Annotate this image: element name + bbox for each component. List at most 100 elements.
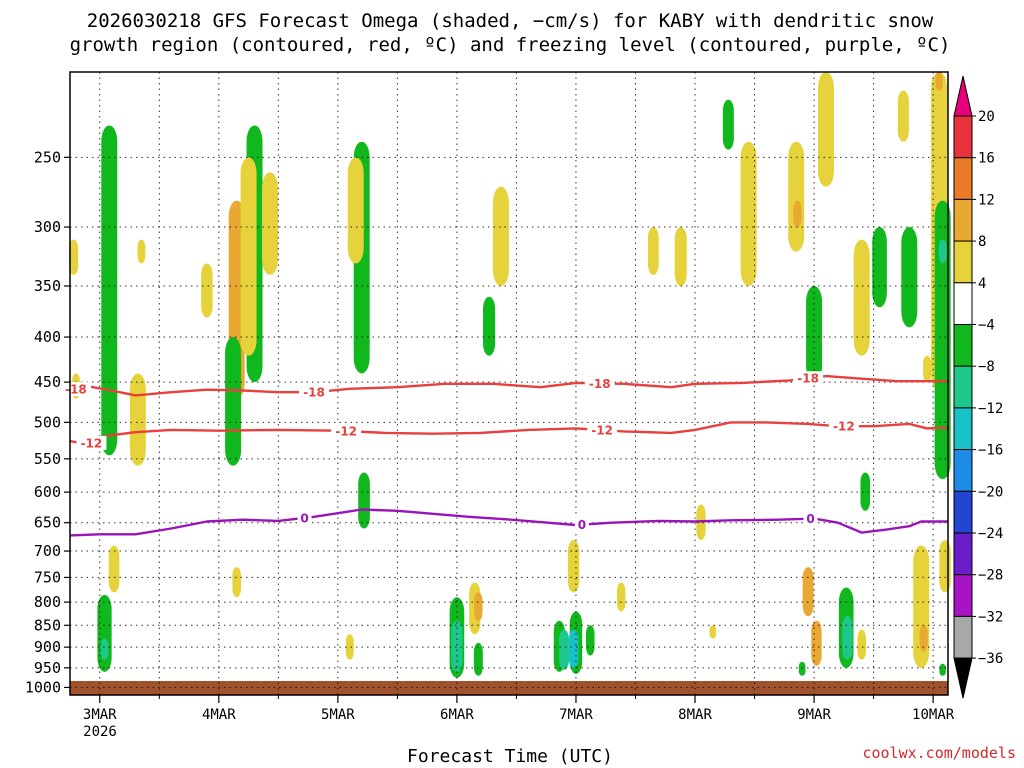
chart-title: 2026030218 GFS Forecast Omega (shaded, −… [70, 10, 951, 56]
temperature-contours: -18 -18 -18 -18 -12 -12 -12 -12 0 0 0 [60, 371, 949, 537]
y-tick-label-400: 400 [34, 328, 61, 346]
omega-feature-10 [225, 337, 242, 466]
colorbar-swatch-3 [953, 240, 973, 284]
omega-feature-53 [897, 90, 909, 142]
colorbar-label-0: 20 [978, 109, 995, 125]
omega-feature-23 [492, 186, 509, 286]
x-tick-label-8MAR: 8MAR [678, 707, 712, 723]
colorbar-swatch-2 [953, 198, 973, 242]
x-tick-label-6MAR: 6MAR [440, 707, 474, 723]
omega-feature-29 [568, 629, 579, 668]
omega-feature-62 [939, 663, 946, 676]
contour-minus18-label-3: -18 [797, 372, 819, 386]
contour-minus12-label-bg-2 [587, 423, 618, 438]
omega-feature-39 [788, 141, 805, 252]
title-line-2: growth region (contoured, red, ºC) and f… [70, 34, 951, 56]
x-tick-label-3MAR: 3MAR [83, 707, 117, 723]
y-tick-label-800: 800 [34, 593, 61, 611]
y-tick-label-600: 600 [34, 483, 61, 501]
omega-feature-48 [853, 239, 870, 356]
omega-feature-47 [842, 616, 853, 660]
contour-minus18-label-bg-1 [299, 385, 330, 400]
contour-freezing-label-2: 0 [806, 512, 814, 526]
omega-feature-60 [938, 239, 947, 264]
omega-feature-2 [101, 125, 118, 456]
y-tick-label-900: 900 [34, 638, 61, 656]
colorbar-swatch-1 [953, 157, 973, 200]
omega-feature-44 [798, 661, 806, 676]
omega-feature-12 [240, 157, 257, 356]
x-axis-year-label: 2026 [83, 724, 117, 740]
omega-feature-13 [262, 172, 279, 275]
x-tick-label-5MAR: 5MAR [321, 707, 355, 723]
colorbar-bottom-arrow [953, 657, 973, 699]
omega-feature-25 [473, 642, 483, 676]
omega-feature-40 [793, 200, 802, 228]
omega-feature-50 [872, 227, 887, 308]
y-tick-label-300: 300 [34, 218, 61, 236]
omega-feature-41 [802, 567, 814, 617]
colorbar-label-2: 12 [978, 192, 995, 208]
contour-minus18-label-2: -18 [589, 377, 611, 391]
contour-minus18-label-1: -18 [303, 386, 325, 400]
contour-freezing-label-1: 0 [578, 518, 586, 532]
y-tick-label-250: 250 [34, 148, 61, 166]
omega-feature-24 [483, 296, 496, 356]
credit-text: coolwx.com/models [862, 744, 1016, 762]
y-tick-label-350: 350 [34, 277, 61, 295]
omega-shaded-features [68, 72, 951, 678]
colorbar-swatch-12 [953, 615, 973, 659]
contour-minus12-label-2: -12 [591, 424, 613, 438]
colorbar: 20 16 12 8 4 −4 −8 −12 −16 −20 −24 −28 −32 −36 [953, 75, 1003, 699]
omega-feature-8 [201, 263, 213, 318]
omega-feature-51 [860, 472, 871, 511]
colorbar-label-3: 8 [978, 234, 986, 250]
y-axis-pressure-ticks: 250 300 350 400 450 500 550 600 650 700 750 800 850 9… [25, 148, 70, 696]
contour-freezing-label-0: 0 [300, 511, 308, 525]
omega-feature-16 [347, 157, 364, 264]
contour-minus18-label-bg-2 [584, 376, 615, 391]
colorbar-swatch-5 [953, 324, 973, 367]
colorbar-label-12: −32 [978, 609, 1003, 625]
omega-feature-37 [722, 99, 734, 150]
y-tick-label-700: 700 [34, 542, 61, 560]
omega-feature-20 [451, 620, 463, 672]
omega-feature-32 [616, 582, 626, 612]
omega-feature-30 [567, 539, 580, 593]
colorbar-swatch-11 [953, 574, 973, 617]
contour-minus18-label-bg-0 [60, 382, 91, 397]
omega-feature-4 [100, 638, 109, 660]
omega-feature-27 [559, 629, 569, 670]
x-axis-time-ticks: 3MAR 4MAR 5MAR 6MAR 7MAR 8MAR 9MAR 10MAR [83, 695, 955, 723]
colorbar-swatch-7 [953, 407, 973, 451]
omega-feature-7 [137, 239, 146, 264]
contour-minus12-line [69, 421, 949, 446]
colorbar-swatch-0 [953, 115, 973, 159]
x-tick-label-4MAR: 4MAR [202, 707, 236, 723]
colorbar-label-1: 16 [978, 151, 995, 167]
x-axis-title: Forecast Time (UTC) [407, 746, 613, 767]
omega-feature-36 [709, 625, 717, 639]
contour-minus12-label-1: -12 [335, 425, 357, 439]
colorbar-label-7: −12 [978, 401, 1003, 417]
plot-frame [69, 71, 949, 696]
omega-feature-42 [806, 285, 823, 383]
omega-feature-14 [232, 567, 241, 598]
colorbar-label-5: −4 [978, 318, 995, 334]
omega-feature-0 [68, 239, 79, 275]
colorbar-top-arrow [953, 75, 973, 117]
x-tick-label-7MAR: 7MAR [559, 707, 593, 723]
colorbar-swatch-10 [953, 532, 973, 576]
colorbar-label-4: 4 [978, 276, 986, 292]
y-tick-label-650: 650 [34, 514, 61, 532]
omega-feature-56 [923, 355, 932, 383]
surface-terrain-band [70, 681, 948, 695]
omega-feature-58 [935, 72, 943, 91]
y-tick-label-450: 450 [34, 373, 61, 391]
omega-feature-31 [585, 625, 595, 656]
y-tick-label-1000: 1000 [25, 678, 61, 696]
contour-freezing-label-bg-0 [297, 510, 312, 525]
y-tick-label-550: 550 [34, 450, 61, 468]
colorbar-swatch-4 [953, 282, 973, 325]
